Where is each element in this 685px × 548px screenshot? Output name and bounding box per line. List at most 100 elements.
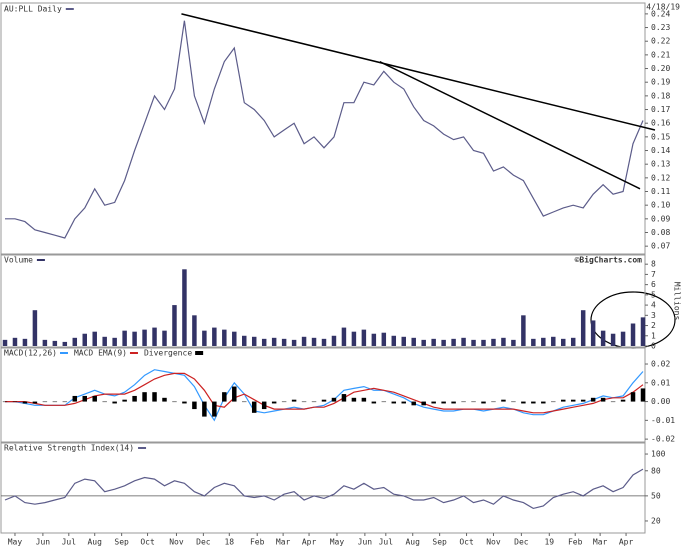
panel-title: Volume [4,256,33,265]
bar [251,401,257,413]
bar [132,331,137,346]
bar [42,401,48,403]
bar [12,401,18,403]
series-line [5,372,644,414]
bar [182,401,187,404]
bar [451,338,456,346]
bar [630,323,636,346]
bar [610,333,616,346]
bar [531,401,536,404]
bar [371,401,377,404]
chart-date: 4/18/19 [646,3,680,12]
bar [401,336,406,346]
bar [561,399,566,402]
y-tick-label: 0.19 [651,78,670,87]
bar [351,331,357,346]
bar [491,338,496,346]
x-tick-label: Mar [593,538,608,547]
bar [242,401,247,403]
y-tick-label: 0.23 [651,23,670,32]
bar [331,335,337,346]
y-tick-label: 4 [651,301,656,310]
bar [411,401,416,406]
bar [391,335,397,346]
bar [22,401,28,404]
bar [491,401,496,403]
credit: ©BigCharts.com [575,255,643,265]
y-tick-label: 0.09 [651,214,670,223]
bar [72,395,78,402]
bar [162,397,167,402]
bar [531,338,536,346]
bar [590,320,596,346]
bar [102,401,107,403]
bar [301,336,307,346]
bar [451,401,456,404]
bar [501,337,506,346]
bar [541,401,546,404]
bar [401,401,406,404]
y-tick-label: 7 [651,270,656,279]
bar [551,336,556,346]
y-tick-label: 0.20 [651,64,670,73]
trendline [379,61,641,190]
x-tick-label: 19 [544,538,554,547]
x-tick-label: Dec [196,538,211,547]
bar [321,338,327,346]
x-tick-label: Jun [358,538,373,547]
y-tick-label: 0.22 [651,37,670,46]
bar [411,337,416,346]
y-tick-label: 0.08 [651,228,670,237]
bar [461,337,466,346]
bar [152,392,157,402]
bar [52,401,58,403]
x-tick-label: Aug [87,538,102,547]
y-tick-label: 8 [651,260,656,269]
bar [281,401,287,403]
legend-label: MACD(12,26) [4,349,57,358]
x-tick-label: Apr [302,538,317,547]
bar [162,330,167,346]
x-tick-label: Aug [405,538,420,547]
y-tick-label: 0.21 [651,50,670,59]
bar [600,397,606,402]
bar [122,399,127,402]
bar [371,333,377,346]
bar [112,337,117,346]
panel-frame [0,2,646,256]
bar [261,338,267,346]
bar [142,329,147,346]
y-tick-label: 0.13 [651,160,670,169]
y-tick-label: 1 [651,331,656,340]
bar [261,401,267,410]
bar [281,338,287,346]
bar [122,330,127,346]
x-tick-label: Sep [114,538,129,547]
x-tick-label: Sep [432,538,447,547]
y-tick-label: 2 [651,321,656,330]
bar [301,401,307,403]
y-axis-label: Millions [673,282,682,321]
bar [32,310,38,346]
y-tick-label: 50 [651,491,661,500]
x-tick-label: Mar [276,538,291,547]
x-tick-label: Jun [36,538,51,547]
bar [471,401,476,403]
x-tick-label: May [8,538,23,547]
bar [52,340,58,346]
panel-title: AU:PLL Daily [4,5,62,14]
y-tick-label: 0.07 [651,242,670,251]
x-tick-label: Nov [169,538,184,547]
y-tick-label: 0.18 [651,91,670,100]
bar [212,327,217,346]
bar [291,399,297,402]
bar [62,401,68,403]
bar [82,395,87,402]
x-tick-label: Nov [486,538,501,547]
bar [32,401,38,404]
bar [42,339,48,346]
bar [471,339,476,346]
bar [570,399,576,402]
bar [142,392,147,402]
bar [92,331,97,346]
